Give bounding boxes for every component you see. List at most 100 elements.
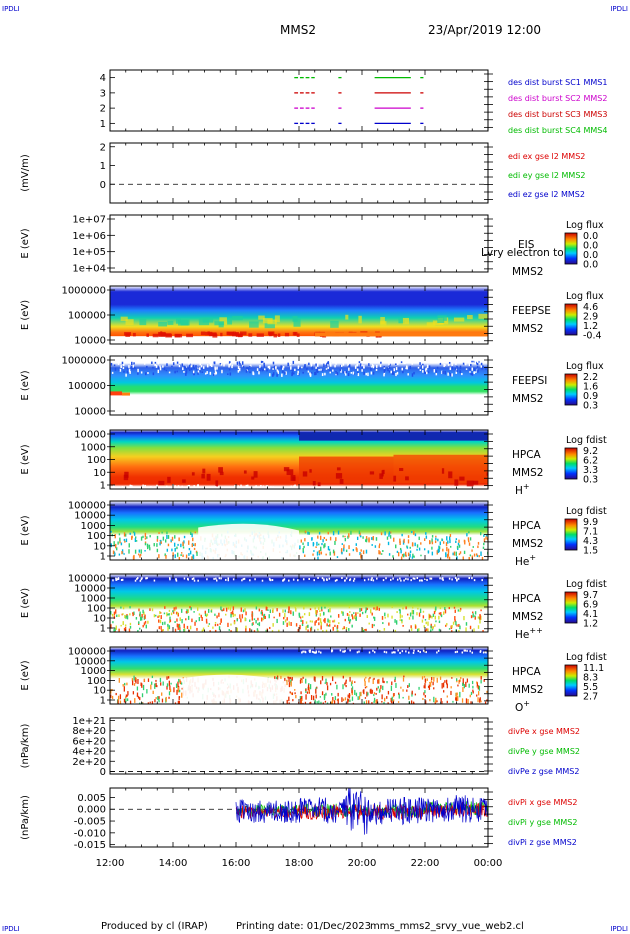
colorbar-tick-3-3: -0.4 <box>583 331 602 342</box>
y-tick-label-3-2: 10000 <box>74 336 106 347</box>
x-tick-label-6: 00:00 <box>474 858 503 869</box>
y-axis-title-2: E (eV) <box>20 228 31 258</box>
y-tick-label-1-0: 0 <box>100 180 106 191</box>
colorbar-tick-6-0: 9.9 <box>583 517 598 528</box>
legend-entry-9-1: divPe y gse MMS2 <box>508 747 580 756</box>
colorbar-tick-8-3: 2.7 <box>583 692 598 703</box>
x-tick-label-0: 12:00 <box>96 858 125 869</box>
legend-entry-1-0: edi ex gse l2 MMS2 <box>508 152 585 161</box>
colorbar-tick-8-0: 11.1 <box>583 663 604 674</box>
footer-producer: Produced by cl (IRAP) <box>101 921 208 932</box>
panel-frame-9 <box>109 717 489 775</box>
y-tick-label-7-1: 10000 <box>74 584 106 595</box>
y-tick-label-10-3: -0.010 <box>74 828 106 839</box>
y-tick-label-3-0: 1000000 <box>61 286 106 297</box>
y-tick-label-3-1: 100000 <box>68 311 106 322</box>
corner-label-top-left: IPDLI <box>2 5 20 13</box>
colorbar-title-4: Log flux <box>566 361 604 372</box>
y-tick-label-7-3: 100 <box>87 604 106 615</box>
colorbar-tick-3-1: 2.9 <box>583 312 598 323</box>
y-axis-title-7: E (eV) <box>20 588 31 618</box>
y-tick-label-5-1: 1000 <box>81 442 106 453</box>
x-tick-label-5: 22:00 <box>411 858 440 869</box>
corner-label-bottom-right: IPDLI <box>610 925 628 933</box>
colorbar-8 <box>564 664 578 697</box>
footer-filename: mms_mms2_srvy_vue_web2.cl <box>370 921 524 932</box>
y-tick-label-4-0: 1000000 <box>61 356 106 367</box>
y-tick-label-6-4: 10 <box>93 541 106 552</box>
y-tick-label-4-2: 10000 <box>74 407 106 418</box>
y-tick-label-8-5: 1 <box>100 696 106 707</box>
y-tick-label-2-3: 1e+04 <box>72 264 106 275</box>
y-tick-label-7-0: 100000 <box>68 574 106 585</box>
legend-entry-1-2: edi ez gse l2 MMS2 <box>508 190 585 199</box>
colorbar-3 <box>564 303 578 336</box>
y-tick-label-10-1: 0.000 <box>77 805 106 816</box>
legend-entry-9-2: divPe z gse MMS2 <box>508 767 579 776</box>
spectrogram-8 <box>110 647 488 704</box>
corner-label-bottom-left: IPDLI <box>2 925 20 933</box>
panels: 1 2 3 4 des dist burst SC1 MMS1 des dist burs… <box>20 69 607 851</box>
x-tick-label-3: 18:00 <box>285 858 314 869</box>
colorbar-tick-2-0: 0.0 <box>583 231 598 242</box>
species-label-6: He+ <box>515 553 536 568</box>
x-tick-label-2: 16:00 <box>222 858 251 869</box>
y-tick-label-6-5: 1 <box>100 552 106 563</box>
y-tick-label-2-1: 1e+06 <box>72 231 106 242</box>
instrument-label-5: HPCA <box>512 449 542 461</box>
y-tick-label-8-3: 100 <box>87 676 106 687</box>
panel-burst-flags: 1 2 3 4 des dist burst SC1 MMS1 des dist burs… <box>100 69 607 135</box>
y-tick-label-5-0: 10000 <box>74 430 106 441</box>
colorbar-tick-6-1: 7.1 <box>583 527 598 538</box>
y-tick-label-9-4: 8e+20 <box>72 726 106 737</box>
y-tick-label-8-2: 1000 <box>81 666 106 677</box>
overlay-text-2: Lvry electron to <box>481 247 564 259</box>
y-tick-label-2-0: 1e+07 <box>72 215 106 226</box>
colorbar-tick-5-2: 3.3 <box>583 465 598 476</box>
colorbar-tick-3-0: 4.6 <box>583 302 598 313</box>
colorbar-tick-4-1: 1.6 <box>583 382 598 393</box>
panel-feepsi: 1000000 100000 10000 E (eV) FEEPSI MMS2 Log fl… <box>20 355 604 418</box>
y-tick-label-7-4: 10 <box>93 614 106 625</box>
spacecraft-label-2: MMS2 <box>512 266 543 278</box>
y-tick-label-0-3: 4 <box>100 73 106 84</box>
y-tick-label-9-3: 6e+20 <box>72 736 106 747</box>
colorbar-tick-2-3: 0.0 <box>583 260 598 271</box>
colorbar-title-8: Log fdist <box>566 652 607 663</box>
y-tick-label-5-4: 1 <box>100 481 106 492</box>
y-tick-label-0-2: 3 <box>100 88 106 99</box>
spacecraft-label-3: MMS2 <box>512 323 543 335</box>
spacecraft-label-7: MMS2 <box>512 611 543 623</box>
y-axis-title-9: (nPa/km) <box>20 724 31 769</box>
x-axis: 12:00 14:00 16:00 18:00 20:00 22:00 00:00 <box>96 858 503 869</box>
spacecraft-title: MMS2 <box>280 23 316 37</box>
colorbar-tick-5-1: 6.2 <box>583 456 598 467</box>
colorbar-title-5: Log fdist <box>566 435 607 446</box>
x-tick-label-4: 20:00 <box>348 858 377 869</box>
y-tick-label-7-2: 1000 <box>81 594 106 605</box>
species-label-7: He++ <box>515 626 543 641</box>
y-axis-title-8: E (eV) <box>20 660 31 690</box>
legend-entry-0-2: des dist burst SC3 MMS3 <box>508 110 607 119</box>
y-tick-label-9-1: 2e+20 <box>72 757 106 768</box>
y-tick-label-6-0: 100000 <box>68 501 106 512</box>
instrument-label-2: EIS <box>518 239 535 251</box>
y-tick-label-8-4: 10 <box>93 686 106 697</box>
species-label-5: H+ <box>515 482 530 497</box>
panel-frame-0 <box>109 69 489 132</box>
y-axis-title-1: (mV/m) <box>20 154 31 192</box>
y-axis-title-6: E (eV) <box>20 515 31 545</box>
colorbar-tick-8-1: 8.3 <box>583 673 598 684</box>
spectrogram-7 <box>110 574 488 632</box>
instrument-label-8: HPCA <box>512 666 542 678</box>
y-tick-label-8-1: 10000 <box>74 656 106 667</box>
legend-entry-0-1: des dist burst SC2 MMS2 <box>508 94 607 103</box>
y-tick-label-1-1: 1 <box>100 161 106 172</box>
y-tick-label-6-2: 1000 <box>81 521 106 532</box>
colorbar-title-2: Log flux <box>566 220 604 231</box>
y-tick-label-9-0: 0 <box>100 767 106 778</box>
